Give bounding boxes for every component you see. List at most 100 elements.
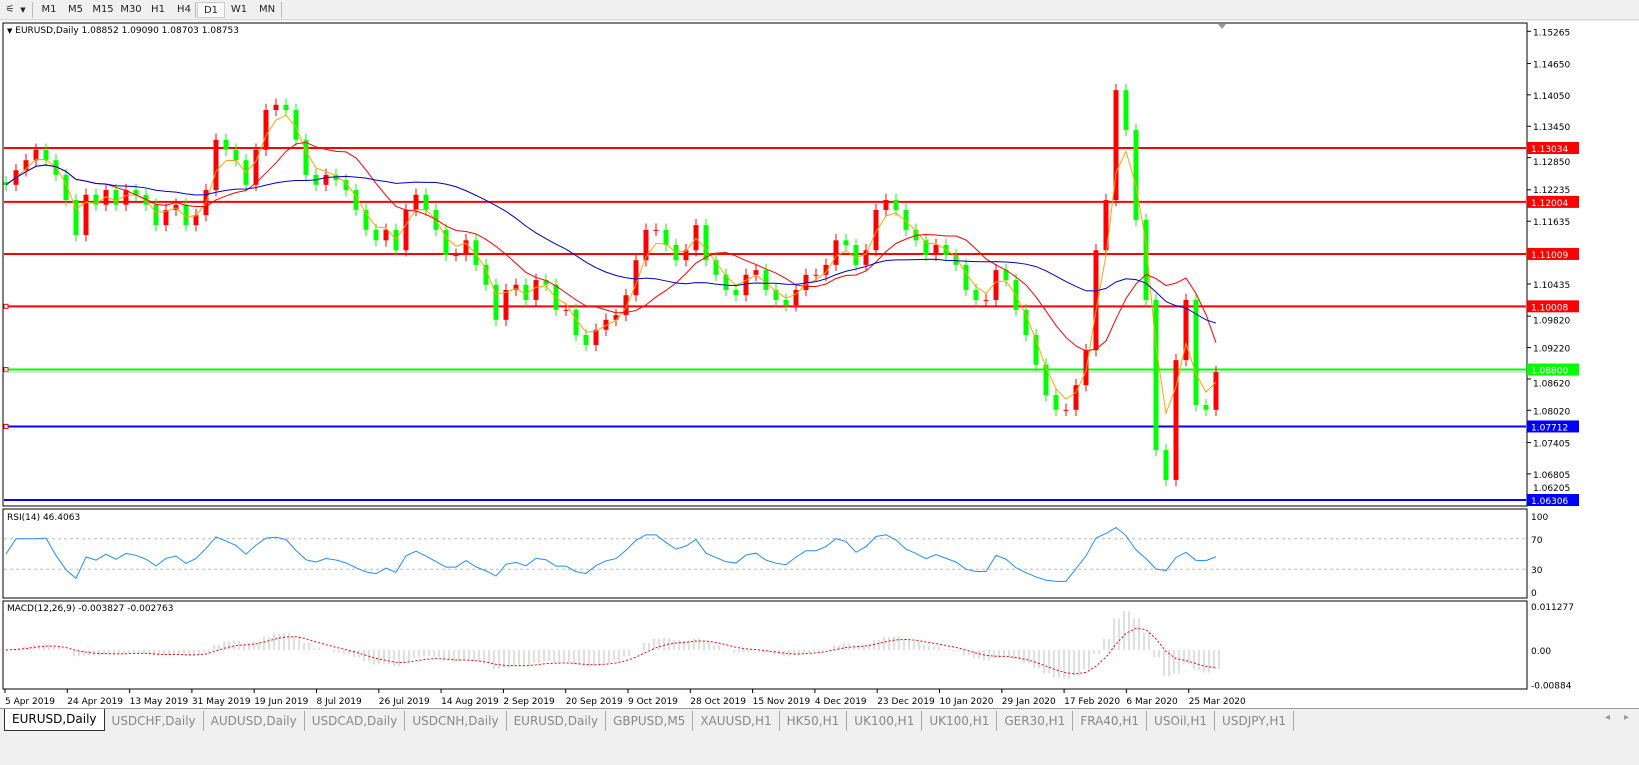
candle	[803, 274, 809, 290]
x-tick-label: 23 Dec 2019	[877, 697, 935, 707]
moving-average-line	[5, 141, 1217, 352]
macd-tick-label: 0.00	[1531, 647, 1551, 657]
timeframe-h4[interactable]: H4	[177, 4, 191, 15]
price-label-bg	[1527, 494, 1579, 507]
chart-tab[interactable]: FRA40,H1	[1073, 711, 1148, 731]
timeframe-mn[interactable]: MN	[258, 4, 276, 15]
x-tick-label: 19 Jun 2019	[254, 697, 308, 707]
candle	[473, 240, 479, 265]
timeframe-h1[interactable]: H1	[151, 4, 165, 15]
candle	[1043, 364, 1049, 396]
candle	[193, 215, 199, 226]
y-tick-label: 1.09220	[1533, 345, 1570, 355]
candle	[1033, 334, 1039, 365]
chart-window[interactable]: 1.15265 1.14650 1.14050 1.13450 1.12850 1.122…	[0, 21, 1639, 708]
timeframe-m30[interactable]: M30	[120, 4, 142, 15]
timeframe-d1[interactable]: D1	[197, 2, 225, 18]
chart-tab[interactable]: GBPUSD,M5	[606, 711, 694, 731]
tab-scroll-left-icon[interactable]: ◂	[1605, 712, 1611, 723]
candle	[353, 190, 359, 210]
y-tick-label: 1.14650	[1533, 60, 1570, 70]
x-tick-label: 2 Sep 2019	[503, 697, 555, 707]
candle	[753, 270, 759, 275]
macd-tick-label: 0.011277	[1531, 603, 1574, 613]
candle	[813, 274, 819, 276]
candle	[503, 289, 509, 320]
status-area: ◂ ▸	[0, 712, 1639, 765]
chart-tab[interactable]: USDJPY,H1	[1215, 711, 1295, 731]
candle	[1093, 250, 1099, 351]
candle	[263, 110, 269, 150]
chart-tab[interactable]: USOil,H1	[1147, 711, 1216, 731]
candle	[633, 260, 639, 296]
chart-tab[interactable]: UK100,H1	[847, 711, 923, 731]
x-tick-label: 28 Oct 2019	[690, 697, 746, 707]
candle	[963, 264, 969, 290]
chart-tab[interactable]: EURUSD,Daily	[507, 711, 607, 731]
tab-scroll-right-icon[interactable]: ▸	[1624, 712, 1630, 723]
candle	[373, 229, 379, 241]
candle	[683, 250, 689, 261]
x-tick-label: 15 Nov 2019	[753, 697, 811, 707]
candle	[573, 309, 579, 335]
candle	[983, 299, 989, 301]
candle	[1073, 385, 1079, 410]
x-tick-label: 6 Mar 2020	[1126, 697, 1178, 707]
candle	[23, 160, 29, 171]
collapse-icon[interactable]: ▼	[7, 27, 13, 35]
candle	[903, 209, 909, 230]
chevron-down-icon[interactable]: ▼	[20, 6, 26, 14]
chart-tab[interactable]: HK50,H1	[780, 711, 848, 731]
timeframe-w1[interactable]: W1	[230, 4, 248, 15]
candle	[213, 139, 219, 191]
chart-canvas[interactable]: 1.15265 1.14650 1.14050 1.13450 1.12850 1.122…	[0, 21, 1639, 708]
candle	[733, 289, 739, 296]
candle	[123, 190, 129, 205]
x-tick-label: 4 Dec 2019	[815, 697, 867, 707]
macd-tick-label: -0.00884	[1531, 681, 1572, 691]
price-label-bg	[1527, 300, 1579, 313]
y-tick-label: 1.14050	[1533, 92, 1570, 102]
x-tick-label: 26 Jul 2019	[379, 697, 430, 707]
candle	[883, 200, 889, 210]
candle	[43, 149, 49, 161]
candle	[873, 209, 879, 251]
candle	[3, 182, 9, 185]
candle	[233, 149, 239, 161]
candle	[783, 299, 789, 306]
chart-tab[interactable]: USDCNH,Daily	[405, 711, 507, 731]
rsi-panel	[2, 508, 1528, 599]
candle	[1133, 129, 1139, 220]
candle	[543, 280, 549, 285]
x-tick-label: 20 Sep 2019	[566, 697, 623, 707]
candle	[133, 190, 139, 195]
candle	[953, 254, 959, 265]
chart-tab[interactable]: AUDUSD,Daily	[204, 711, 305, 731]
candle	[1053, 395, 1059, 410]
candle	[773, 289, 779, 300]
candle	[483, 264, 489, 285]
x-tick-label: 13 May 2019	[130, 697, 189, 707]
chart-tab[interactable]: XAUUSD,H1	[693, 711, 780, 731]
candle	[113, 190, 119, 205]
chart-tab[interactable]: USDCHF,Daily	[105, 711, 204, 731]
line-studies-icon[interactable]: ⚟	[5, 4, 15, 15]
candle	[413, 194, 419, 210]
candle	[463, 240, 469, 255]
chart-tab[interactable]: GER30,H1	[997, 711, 1074, 731]
candle	[833, 240, 839, 265]
x-tick-label: 17 Feb 2020	[1064, 697, 1120, 707]
candle	[223, 139, 229, 150]
candle	[173, 204, 179, 210]
timeframe-m15[interactable]: M15	[92, 4, 114, 15]
candle	[1143, 219, 1149, 300]
timeframe-m5[interactable]: M5	[68, 4, 83, 15]
price-label: 1.07712	[1531, 423, 1568, 433]
y-tick-label: 1.10435	[1533, 281, 1570, 291]
chart-tab[interactable]: USDCAD,Daily	[305, 711, 406, 731]
timeframe-m1[interactable]: M1	[41, 4, 57, 15]
candle	[563, 309, 569, 311]
chart-tab[interactable]: EURUSD,Daily	[4, 709, 105, 731]
chart-tab[interactable]: UK100,H1	[922, 711, 998, 731]
y-tick-label: 1.13450	[1533, 123, 1570, 133]
